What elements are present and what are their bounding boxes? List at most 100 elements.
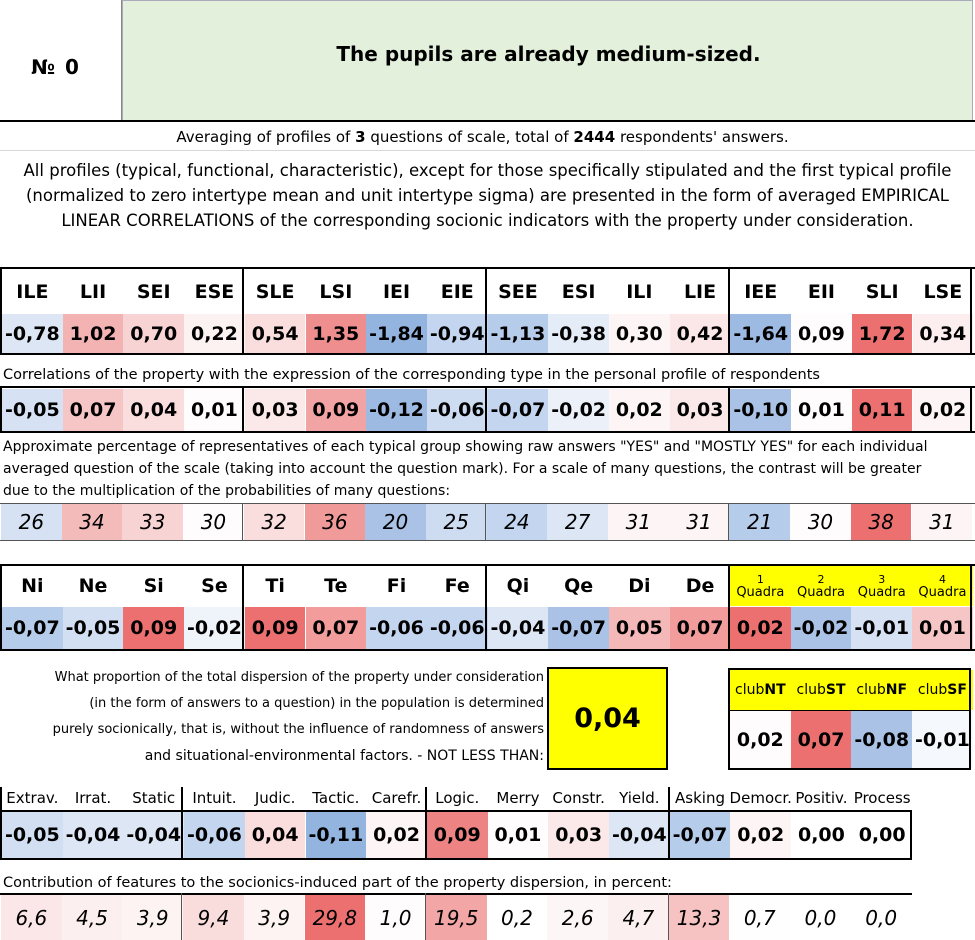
function-value: 0,07 (669, 607, 731, 649)
quadra-number: 3 (878, 573, 886, 586)
feature-header: Irrat. (74, 789, 112, 807)
correlation-value: 0,07 (62, 389, 124, 431)
function-header: Qe (564, 575, 594, 597)
correlation-value: 0,11 (851, 389, 913, 431)
feature-value: 0,03 (548, 812, 609, 858)
percentage-value: 32 (243, 504, 305, 540)
correlation-value: -0,10 (730, 389, 792, 431)
type-value: 1,02 (62, 314, 124, 353)
averaging-middle: questions of scale, total of (365, 128, 574, 146)
quadra-value: -0,02 (790, 607, 852, 649)
quadra-header: 4 Quadra (912, 566, 973, 606)
club-prefix: club (796, 682, 826, 698)
function-value: 0,05 (609, 607, 670, 649)
club-suffix: SF (947, 682, 967, 698)
feature-value: -0,04 (123, 812, 185, 858)
type-header: SLE (255, 281, 295, 303)
feature-header: Tactic. (312, 789, 360, 807)
function-header: Fe (444, 575, 470, 597)
contribution-value: 1,0 (365, 895, 426, 940)
quadra-header: 1 Quadra (730, 566, 791, 606)
correlation-value: 0,04 (123, 389, 185, 431)
averaging-prefix: Averaging of profiles of (176, 128, 356, 146)
type-header: ESI (561, 281, 596, 303)
type-header: LII (79, 281, 107, 303)
type-value: 0,42 (669, 314, 731, 353)
type-header: LIE (683, 281, 717, 303)
type-value: 0,34 (912, 314, 974, 353)
contribution-value: 0,0 (850, 895, 912, 940)
feature-header: Static (132, 789, 176, 807)
correlation-value: 0,02 (609, 389, 670, 431)
type-header: ILE (16, 281, 49, 303)
percentage-value: 30 (183, 504, 244, 540)
quadra-header: 2 Quadra (790, 566, 852, 606)
club-value: 0,02 (730, 711, 791, 768)
averaging-line: Averaging of profiles of 3 questions of … (0, 126, 965, 148)
type-value: 0,22 (184, 314, 245, 353)
type-value: -1,64 (730, 314, 792, 353)
correlation-value: -0,12 (366, 389, 427, 431)
feature-header: Extrav. (6, 789, 59, 807)
type-header: IEE (744, 281, 778, 303)
correlation-value: -0,02 (548, 389, 609, 431)
club-prefix: club (856, 682, 886, 698)
feature-header: Intuit. (192, 789, 237, 807)
averaging-suffix: respondents' answers. (615, 128, 789, 146)
type-header: EIE (440, 281, 474, 303)
dispersion-line-3: purely socionically, that is, without th… (52, 722, 544, 737)
type-value: -0,78 (2, 314, 63, 353)
feature-value: 0,00 (791, 812, 852, 858)
question-count: 3 (355, 128, 366, 146)
percentage-value: 31 (911, 504, 973, 540)
dispersion-text-block: What proportion of the total dispersion … (20, 668, 544, 768)
feature-value: -0,04 (609, 812, 670, 858)
contribution-value: 29,8 (304, 895, 366, 940)
number-label: № (30, 55, 56, 79)
contribution-value: 2,6 (547, 895, 608, 940)
feature-header: Merry (496, 789, 540, 807)
quadra-label: Quadra (736, 585, 785, 600)
function-value: -0,07 (2, 607, 63, 649)
feature-value: 0,09 (426, 812, 488, 858)
club-suffix: ST (825, 682, 846, 698)
function-header: Ti (265, 575, 285, 597)
correlations-caption: Correlations of the property with the ex… (3, 367, 820, 383)
function-value: -0,05 (62, 607, 124, 649)
type-value: 1,35 (305, 314, 367, 353)
type-value: 1,72 (851, 314, 913, 353)
type-header: SEE (498, 281, 538, 303)
type-header: LSE (923, 281, 963, 303)
type-header: IEI (382, 281, 411, 303)
contribution-caption: Contribution of features to the socionic… (3, 875, 672, 891)
function-value: -0,04 (487, 607, 549, 649)
correlation-value: -0,05 (2, 389, 63, 431)
dispersion-line-4: and situational-environmental factors. -… (144, 748, 544, 764)
type-value: -0,38 (548, 314, 609, 353)
feature-header: Constr. (552, 789, 605, 807)
type-header: SLI (865, 281, 899, 303)
club-header: club NF (851, 670, 913, 710)
percentage-value: 30 (790, 504, 851, 540)
quadra-number: 1 (756, 573, 764, 586)
feature-header: Positiv. (795, 789, 848, 807)
function-header: Qi (506, 575, 530, 597)
correlation-value: 0,03 (244, 389, 306, 431)
header-number-cell: № 0 (0, 0, 122, 121)
contribution-value: 6,6 (1, 895, 62, 940)
contribution-value: 0,7 (729, 895, 791, 940)
dispersion-line-1: What proportion of the total dispersion … (54, 670, 544, 685)
function-value: 0,09 (244, 607, 306, 649)
percentage-value: 36 (304, 504, 366, 540)
quadra-header: 3 Quadra (851, 566, 913, 606)
club-prefix: club (917, 682, 948, 698)
feature-value: -0,04 (62, 812, 124, 858)
function-value: -0,06 (366, 607, 427, 649)
contribution-value: 19,5 (425, 895, 487, 940)
club-prefix: club (735, 682, 765, 698)
feature-value: -0,06 (184, 812, 245, 858)
type-header: SEI (136, 281, 171, 303)
correlation-value: 0,03 (669, 389, 731, 431)
type-value: 0,09 (791, 314, 852, 353)
percentage-value: 33 (122, 504, 184, 540)
